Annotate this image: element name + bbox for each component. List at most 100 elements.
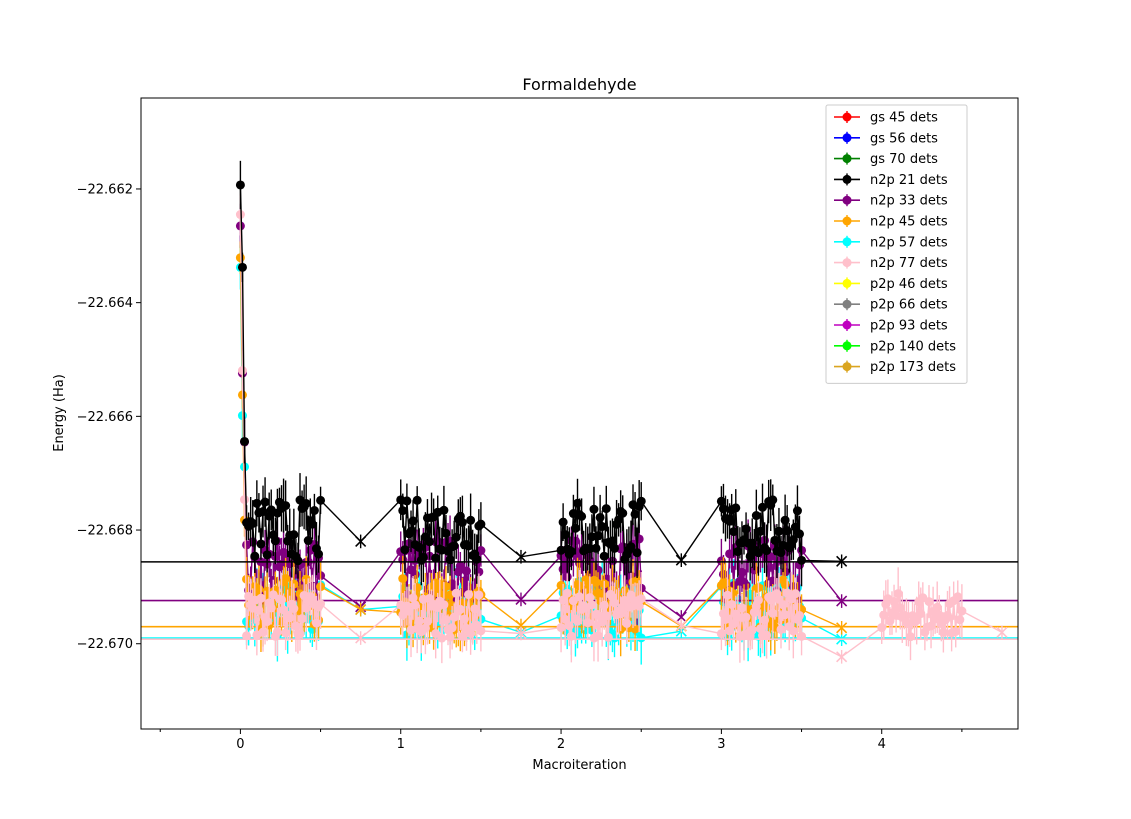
series-n2p-21-dets-point: [560, 530, 570, 540]
legend-item-n2p-21-dets-marker: [842, 174, 852, 184]
x-tick-label: 1: [397, 737, 405, 752]
legend-item-p2p-46-dets-marker: [842, 278, 852, 288]
series-n2p-77-dets-point: [441, 615, 451, 625]
x-tick-label: 4: [878, 737, 886, 752]
series-n2p-77-dets-point: [447, 623, 457, 633]
series-n2p-77-dets-point: [289, 604, 299, 614]
series-n2p-21-dets-point: [733, 547, 743, 557]
series-n2p-77-dets-point: [297, 614, 307, 624]
series-n2p-77-dets-point: [464, 590, 474, 600]
legend-item-n2p-77-dets-label: n2p 77 dets: [870, 256, 948, 271]
series-n2p-77-dets-tail-point: [355, 632, 367, 644]
series-n2p-77-dets-point: [877, 623, 887, 633]
series-n2p-45-dets-point: [721, 578, 731, 588]
legend-item-p2p-173-dets-label: p2p 173 dets: [870, 360, 956, 375]
series-n2p-77-dets-tail-point: [996, 626, 1008, 638]
series-n2p-77-dets-point: [953, 592, 963, 602]
series-n2p-21-dets-point: [270, 536, 280, 546]
y-tick-label: −22.666: [77, 410, 133, 425]
series-n2p-45-dets-point: [398, 574, 408, 584]
x-axis-title: Macroiteration: [532, 758, 626, 773]
legend-box: [825, 104, 968, 384]
series-n2p-21-dets-point: [762, 546, 772, 556]
series-n2p-77-dets-point: [942, 610, 952, 620]
series-n2p-21-dets-point: [795, 529, 805, 539]
legend-item-p2p-66-dets-label: p2p 66 dets: [870, 298, 948, 313]
series-n2p-21-dets-point: [408, 516, 418, 526]
series-n2p-77-dets-point: [622, 618, 632, 628]
legend-item-n2p-45-dets-marker: [842, 216, 852, 226]
series-n2p-21-dets-point: [591, 543, 601, 553]
axis-ticks: 0 1 2 3 4 −22.670 −22.668 −22.666 −22.664 −22.662: [77, 182, 963, 752]
series-n2p-77-dets-point: [593, 631, 603, 641]
series-n2p-77-dets-point: [905, 632, 915, 642]
series-n2p-21-dets-point: [414, 542, 424, 552]
series-n2p-33-dets-point: [768, 576, 778, 586]
legend-item-p2p-93-dets-label: p2p 93 dets: [870, 319, 948, 334]
series-n2p-57-dets-point: [636, 633, 646, 643]
series-n2p-77-dets-point: [254, 605, 264, 615]
series-n2p-77-dets-point: [587, 600, 597, 610]
series-n2p-21-dets-point: [466, 515, 476, 525]
series-n2p-45-dets-line: [239, 257, 842, 630]
series-n2p-21-dets-point: [792, 506, 802, 516]
series-n2p-33-dets-point: [455, 561, 465, 571]
y-tick-label: −22.670: [77, 637, 133, 652]
series-n2p-21-dets-point: [250, 551, 260, 561]
series-n2p-77-dets-tail-point: [675, 619, 687, 632]
series-n2p-21-dets-point: [597, 522, 607, 532]
y-tick-label: −22.668: [77, 524, 133, 539]
series-n2p-77-dets-point: [725, 626, 735, 636]
series-n2p-77-dets-point: [636, 594, 646, 604]
series-n2p-77-dets-point: [778, 600, 788, 610]
series-n2p-21-dets-point: [558, 517, 568, 527]
legend-item-p2p-93-dets-marker: [842, 320, 852, 330]
series-n2p-77-dets-point: [295, 629, 305, 639]
x-tick-label: 3: [717, 737, 725, 752]
series-n2p-77-dets-point: [583, 618, 593, 628]
series-n2p-77-dets-point: [439, 600, 449, 610]
series-n2p-21-dets-point: [293, 556, 303, 566]
series-n2p-77-dets-point: [797, 631, 807, 641]
series-n2p-33-dets-point: [737, 567, 747, 577]
series-n2p-77-dets-point: [788, 626, 798, 636]
series-n2p-45-dets-point: [254, 584, 264, 594]
axes-frame: [140, 97, 1019, 730]
series-n2p-21-dets-point: [573, 498, 583, 508]
series-n2p-21-dets-point: [406, 526, 416, 536]
series-n2p-21-dets-point: [418, 552, 428, 562]
legend-item-p2p-46-dets-label: p2p 46 dets: [870, 277, 948, 292]
series-n2p-21-dets-point: [400, 545, 410, 555]
legend-item-n2p-57-dets-marker: [842, 237, 852, 247]
legend-item-gs-70-dets-label: gs 70 dets: [870, 152, 938, 167]
series-n2p-45-dets-tail-point: [355, 604, 367, 616]
series-n2p-77-dets-point: [431, 629, 441, 639]
series-n2p-77-dets-point: [564, 621, 574, 631]
y-tick-label: −22.662: [77, 182, 133, 197]
series-n2p-77-dets-point: [562, 588, 572, 598]
series-n2p-77-dets-point: [620, 595, 630, 605]
series-n2p-21-dets-point: [589, 504, 599, 514]
series-n2p-77-dets-point: [762, 630, 772, 640]
series-n2p-77-dets-point: [893, 589, 903, 599]
legend-item-p2p-140-dets-label: p2p 140 dets: [870, 339, 956, 354]
series-n2p-77-dets-point: [256, 593, 266, 603]
series-n2p-77-dets-point: [747, 625, 757, 635]
series-n2p-45-dets-point: [281, 573, 291, 583]
series-n2p-77-dets-point: [753, 595, 763, 605]
series-n2p-21-dets-point: [593, 531, 603, 541]
series-n2p-21-dets-point: [449, 541, 459, 551]
series-n2p-77-dets-point: [957, 606, 967, 616]
series-n2p-21-dets-tail-point: [675, 554, 687, 566]
series-n2p-77-dets-point: [291, 621, 301, 631]
legend-item-n2p-33-dets-label: n2p 33 dets: [870, 194, 948, 209]
x-tick-label: 2: [557, 737, 565, 752]
series-n2p-21-dets-line: [239, 184, 842, 563]
series-n2p-21-dets-point: [262, 550, 272, 560]
series-n2p-21-dets-point: [439, 505, 449, 515]
series-n2p-77-dets-point: [311, 618, 321, 628]
series-n2p-77-dets-point: [316, 599, 326, 609]
series-n2p-21-dets-point: [237, 262, 247, 272]
series-n2p-21-dets-tail-point: [836, 555, 848, 567]
series-n2p-77-dets-point: [258, 627, 268, 637]
